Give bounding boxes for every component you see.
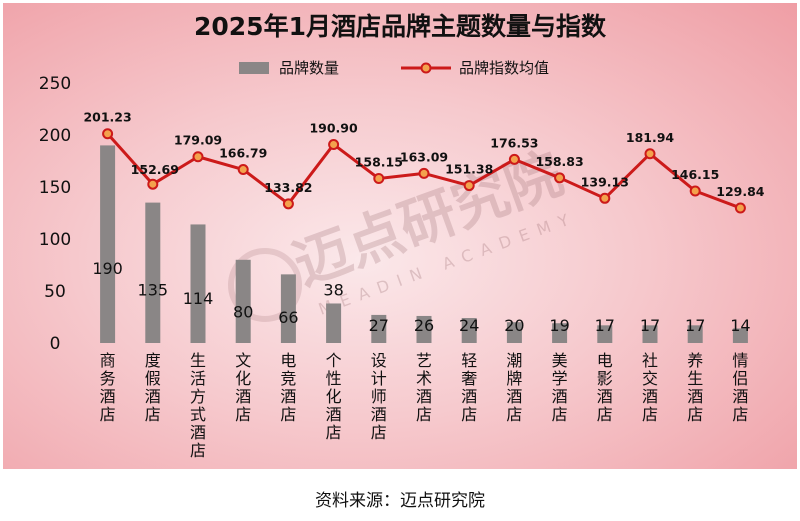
bar: [732, 328, 748, 343]
bar-value-label: 66: [278, 308, 298, 327]
bar: [235, 259, 251, 343]
bar-value-label: 17: [640, 316, 660, 335]
bar-value-label: 24: [459, 316, 479, 335]
x-tick-label: 社交酒店: [642, 351, 658, 424]
bar-value-label: 14: [730, 316, 750, 335]
bar: [642, 325, 658, 343]
bar-value-label: 135: [138, 281, 169, 300]
bar: [280, 274, 296, 343]
x-tick-label: 设计师酒店: [371, 351, 387, 442]
bar-value-label: 17: [685, 316, 705, 335]
line-value-label: 166.79: [219, 146, 267, 161]
chart-title: 2025年1月酒店品牌主题数量与指数: [194, 12, 607, 41]
line-point: [554, 172, 566, 184]
x-tick-label: 电竞酒店: [280, 351, 296, 424]
line-value-label: 133.82: [264, 180, 312, 195]
y-tick-label: 200: [39, 126, 71, 146]
y-tick-label: 50: [44, 282, 66, 302]
line-point: [147, 178, 159, 190]
line-point: [644, 148, 656, 160]
line-point: [418, 167, 430, 179]
line-point: [102, 128, 114, 140]
x-tick-label: 生活方式酒店: [190, 351, 206, 460]
line-point: [599, 192, 611, 204]
bar-value-label: 80: [233, 302, 253, 321]
chart-panel: 迈点研究院 MEADIN ACADEMY 2025年1月酒店品牌主题数量与指数 …: [3, 3, 797, 469]
y-tick-label: 150: [39, 178, 71, 198]
bar: [687, 325, 703, 343]
y-axis: 0 50 100 150 200 250: [39, 74, 71, 354]
y-tick-label: 100: [39, 230, 71, 250]
line-value-label: 163.09: [400, 149, 448, 164]
line-value-label: 129.84: [716, 184, 765, 199]
bar: [461, 318, 477, 343]
line-value-label: 146.15: [671, 167, 719, 182]
legend-bar-swatch: [239, 62, 269, 74]
line-value-label: 151.38: [445, 162, 493, 177]
line-point: [328, 138, 340, 150]
bar-value-label: 26: [414, 316, 434, 335]
bar: [506, 322, 522, 343]
x-tick-label: 情侣酒店: [732, 351, 748, 424]
legend: 品牌数量 品牌指数均值: [239, 59, 549, 77]
x-tick-label: 美学酒店: [552, 351, 568, 424]
legend-line-marker: [420, 62, 432, 74]
legend-line-label: 品牌指数均值: [459, 59, 549, 77]
bar-value-label: 38: [323, 280, 343, 299]
line-point: [282, 198, 294, 210]
line-point: [373, 173, 385, 185]
line-value-label: 190.90: [309, 120, 358, 135]
watermark-logo-icon: [228, 248, 302, 322]
line-value-label: 181.94: [626, 130, 675, 145]
line-value-label: 152.69: [131, 162, 179, 177]
bar: [100, 145, 116, 343]
line-value-label: 158.83: [535, 154, 583, 169]
x-tick-label: 个性化酒店: [326, 351, 342, 442]
bar-value-label: 17: [595, 316, 615, 335]
y-tick-label: 0: [50, 334, 61, 354]
x-tick-label: 商务酒店: [100, 351, 116, 424]
bar: [416, 315, 432, 343]
line-point: [689, 185, 701, 197]
x-axis: 商务酒店 度假酒店 生活方式酒店 文化酒店 电竞酒店 个性化酒店 设计师酒店 艺术酒店 轻奢酒店…: [100, 351, 749, 460]
chart-svg: 迈点研究院 MEADIN ACADEMY 2025年1月酒店品牌主题数量与指数 …: [39, 12, 765, 460]
line-value-label: 201.23: [83, 110, 131, 125]
x-tick-label: 艺术酒店: [416, 351, 432, 424]
line-point: [463, 180, 475, 192]
x-tick-label: 文化酒店: [235, 351, 251, 424]
y-tick-label: 250: [39, 74, 71, 94]
bar: [371, 314, 387, 343]
line-point: [508, 153, 520, 165]
bar: [145, 202, 161, 343]
bar-value-label: 20: [504, 316, 524, 335]
x-tick-label: 养生酒店: [687, 351, 703, 424]
bars: 190 135 114 80 66 38 27 26 24 20 19 17 17 17 14: [92, 145, 751, 343]
line-value-label: 158.15: [355, 155, 403, 170]
bar: [190, 224, 206, 343]
line-value-label: 139.13: [581, 174, 629, 189]
line-point: [237, 164, 249, 176]
x-tick-label: 潮牌酒店: [506, 351, 522, 424]
line-point: [192, 151, 204, 163]
bar-value-label: 27: [369, 316, 389, 335]
x-tick-label: 度假酒店: [145, 351, 161, 424]
line-value-label: 176.53: [490, 135, 538, 150]
legend-bar-label: 品牌数量: [279, 59, 339, 77]
bar-value-label: 19: [549, 316, 569, 335]
x-tick-label: 轻奢酒店: [461, 351, 477, 424]
x-tick-label: 电影酒店: [597, 351, 613, 424]
bar: [552, 323, 568, 343]
source-note: 资料来源：迈点研究院: [315, 491, 485, 511]
line-point: [734, 202, 746, 214]
bar-value-label: 190: [92, 259, 123, 278]
line-value-label: 179.09: [174, 133, 222, 148]
bar: [597, 325, 613, 343]
bar: [326, 303, 342, 343]
bar-value-label: 114: [183, 289, 214, 308]
